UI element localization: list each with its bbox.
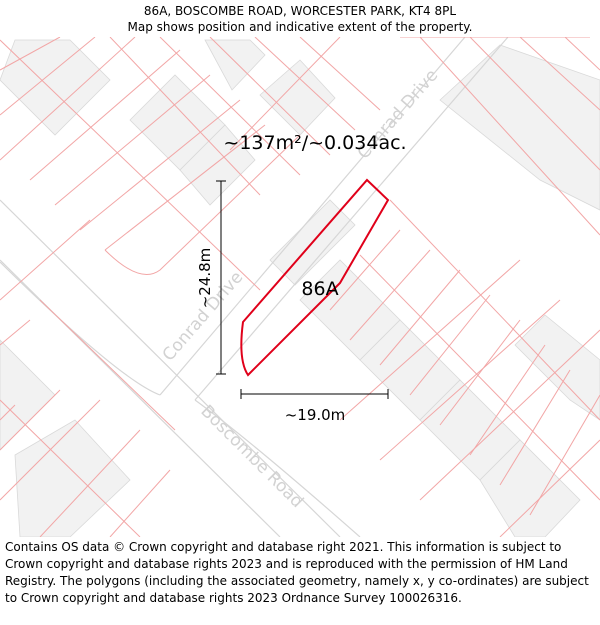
copyright-notice: Contains OS data © Crown copyright and d… [5,540,589,605]
width-dimension-label: ~19.0m [285,406,346,424]
height-dimension-line [216,180,226,375]
plot-boundary[interactable] [240,178,390,377]
property-map[interactable]: Conrad Drive Conrad Drive Boscombe Road … [0,37,600,537]
plot-label: 86A [301,278,338,300]
map-header: 86A, BOSCOMBE ROAD, WORCESTER PARK, KT4 … [0,0,600,37]
map-subtitle: Map shows position and indicative extent… [127,20,473,34]
building-footprints [0,39,600,537]
width-dimension-line [240,389,389,399]
parcel-boundaries [0,37,600,537]
map-canvas: Conrad Drive Conrad Drive Boscombe Road … [0,37,600,537]
property-address: 86A, BOSCOMBE ROAD, WORCESTER PARK, KT4 … [143,4,457,18]
height-dimension-label: ~24.8m [196,248,214,309]
area-label: ~137m²/~0.034ac. [223,132,406,154]
